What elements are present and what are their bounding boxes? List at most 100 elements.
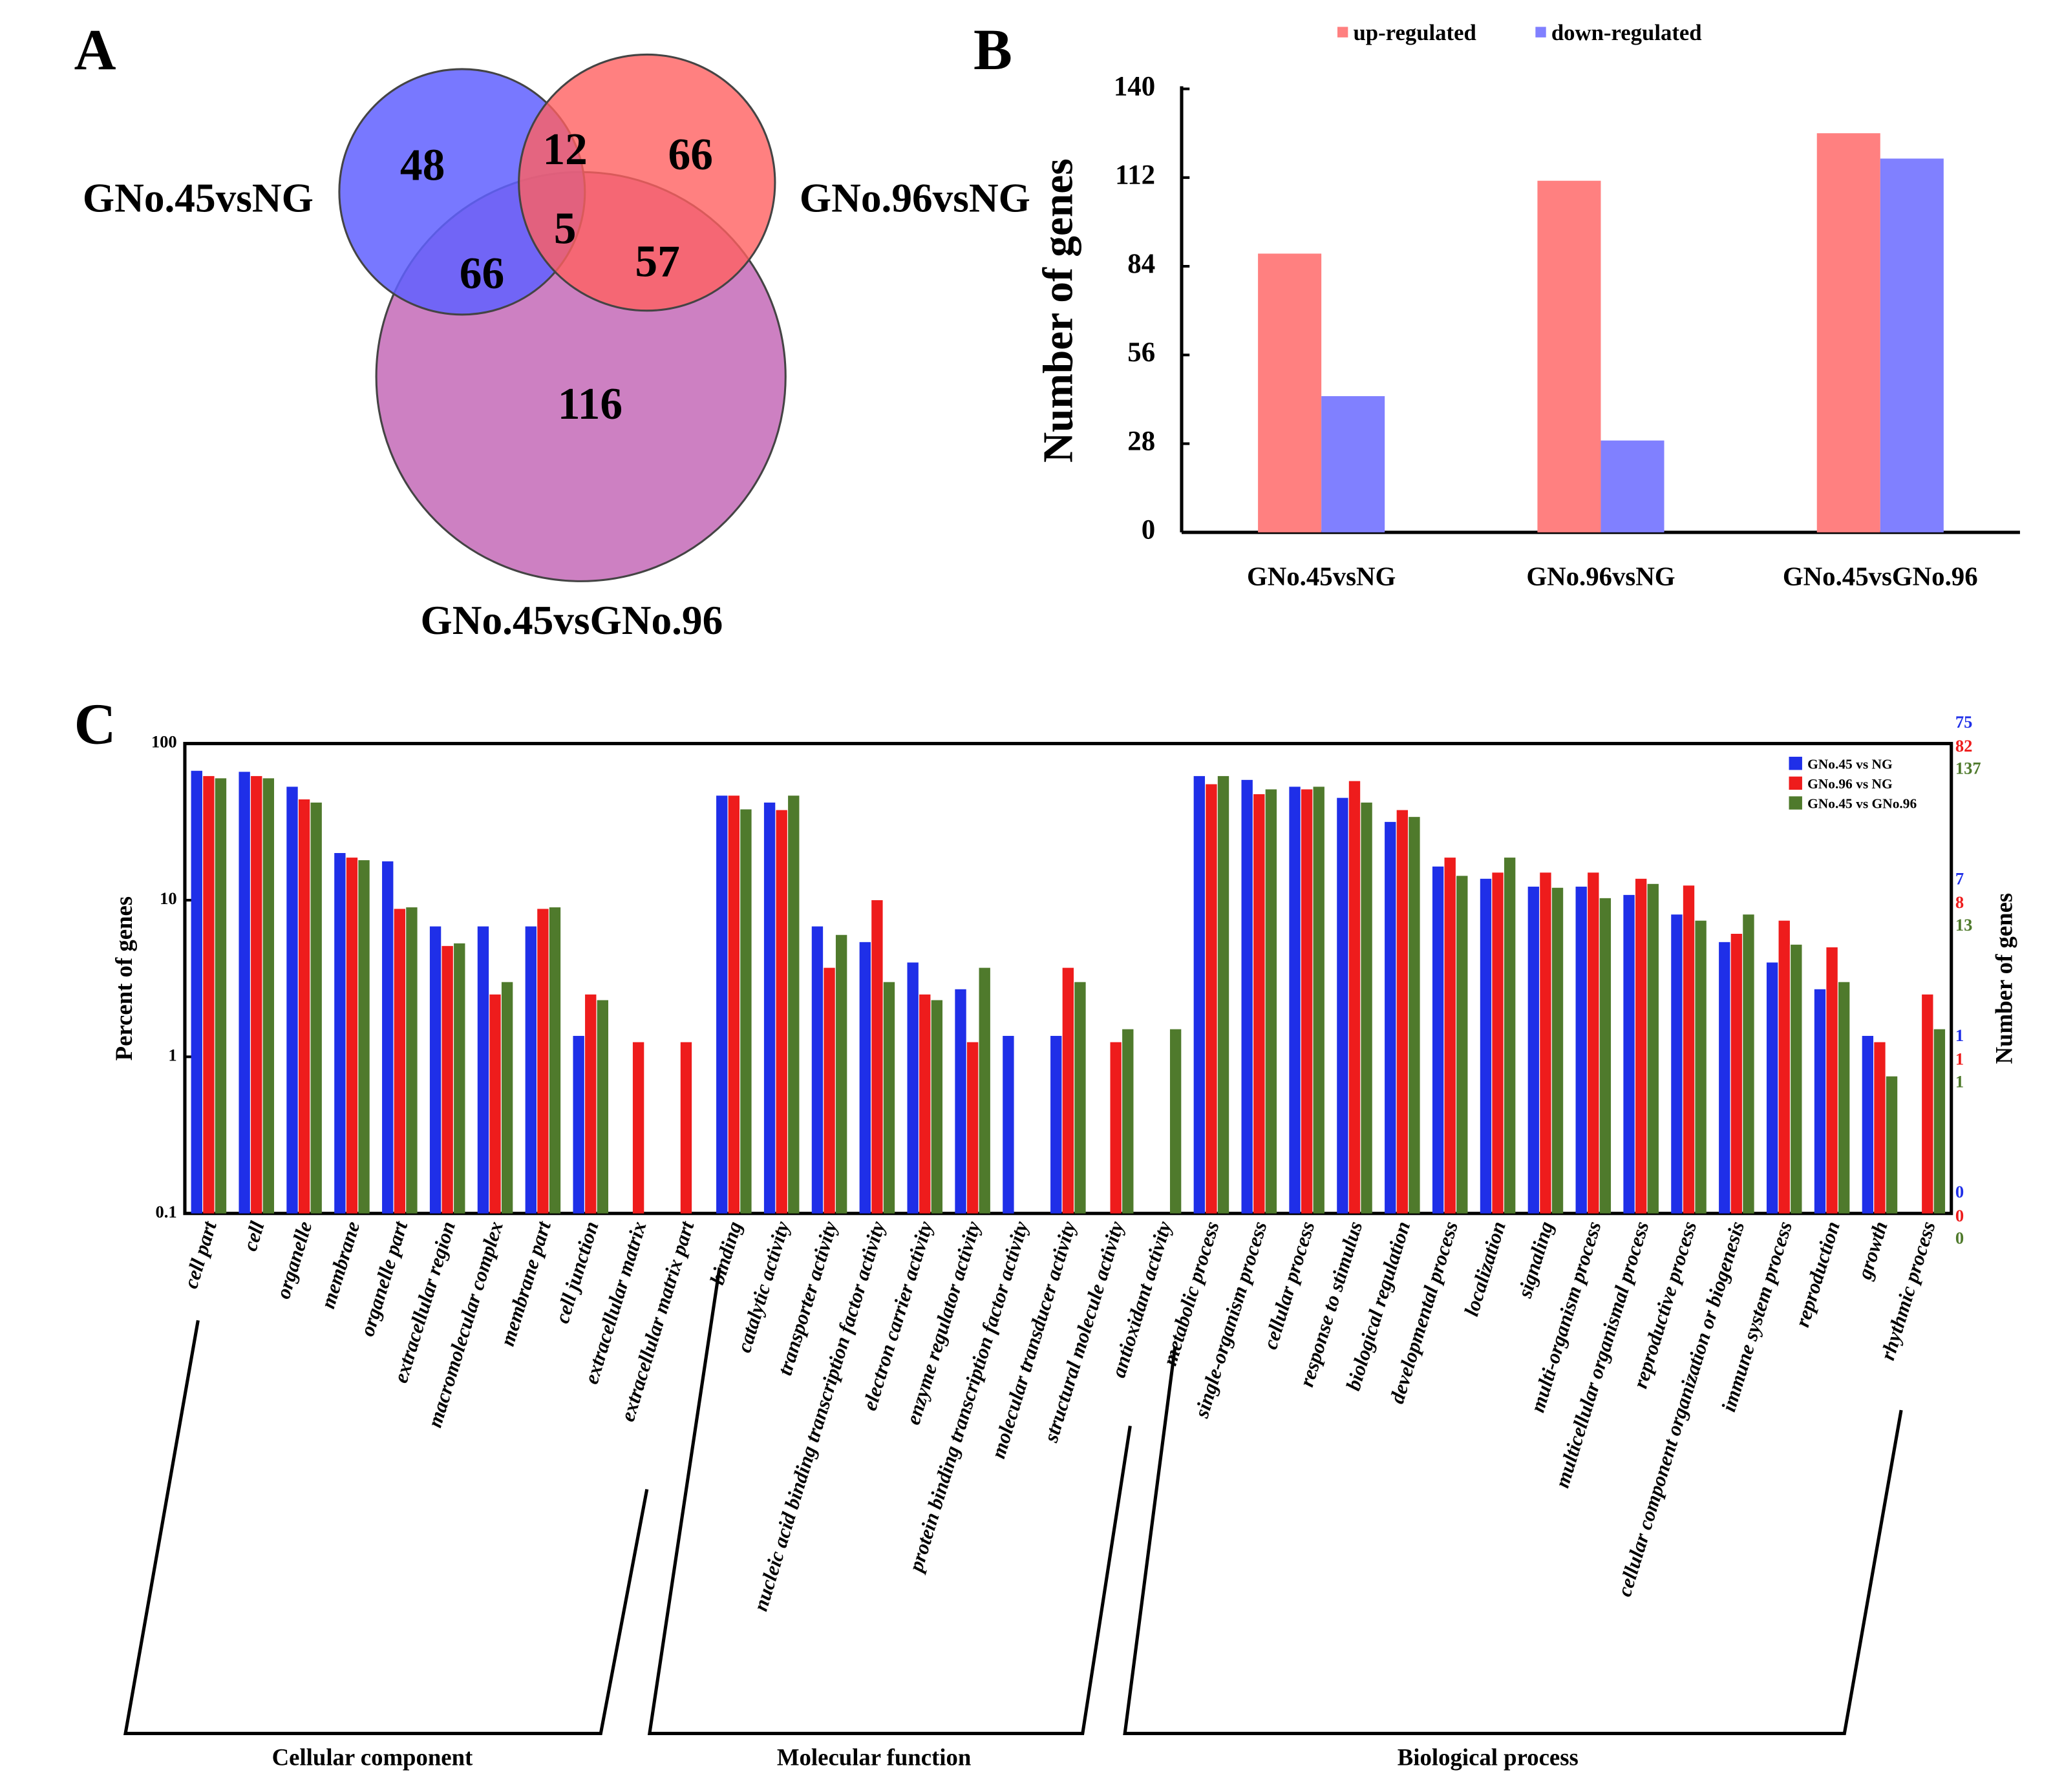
legend-label: GNo.96 vs NG — [1807, 776, 1893, 792]
bar — [573, 1035, 584, 1214]
bar — [1492, 872, 1504, 1214]
y2-tick-label: 75 — [1955, 712, 1973, 732]
bar — [1241, 779, 1253, 1214]
bar — [1588, 872, 1599, 1214]
bar — [1456, 876, 1468, 1214]
bar — [1169, 1029, 1182, 1214]
group-label: Biological process — [1398, 1744, 1579, 1770]
region-count: 48 — [400, 140, 445, 190]
bar — [1504, 858, 1516, 1214]
bar — [1826, 947, 1838, 1214]
legend-swatch — [1535, 26, 1546, 37]
bar — [191, 770, 202, 1214]
bar — [1409, 817, 1420, 1214]
bar — [1601, 440, 1665, 532]
x-tick-label: growth — [1853, 1219, 1892, 1283]
bar — [1444, 858, 1456, 1214]
bar — [1623, 894, 1635, 1214]
bar — [1432, 866, 1444, 1214]
bar — [1791, 944, 1802, 1214]
group-label: Molecular function — [777, 1744, 971, 1770]
bar — [1396, 810, 1409, 1214]
y2-tick-label: 82 — [1955, 736, 1973, 755]
bar — [1647, 883, 1659, 1214]
bar — [1886, 1076, 1898, 1214]
legend-swatch — [1337, 26, 1348, 37]
region-count: 116 — [558, 379, 622, 429]
y-axis-label: Percent of genes — [111, 896, 137, 1060]
y2-tick-label: 0 — [1955, 1228, 1964, 1248]
panel-label: B — [973, 18, 1012, 82]
bar — [1880, 158, 1944, 532]
bar — [716, 796, 728, 1214]
bar — [1321, 396, 1385, 532]
bracket — [647, 1267, 1132, 1735]
x-tick-label: binding — [705, 1219, 746, 1287]
legend-label: down-regulated — [1551, 20, 1702, 45]
bar — [728, 796, 740, 1214]
bar — [979, 967, 990, 1214]
set-label: GNo.96vsNG — [800, 175, 1030, 220]
bar — [811, 926, 824, 1214]
bar — [394, 909, 405, 1214]
y-tick-label: 100 — [151, 732, 177, 752]
bar — [1206, 784, 1217, 1214]
legend-label: up-regulated — [1354, 20, 1476, 45]
bar — [776, 810, 787, 1214]
y-tick-label: 0.1 — [155, 1202, 176, 1221]
y-tick-label: 1 — [168, 1045, 176, 1064]
bar — [1766, 962, 1778, 1214]
y2-tick-label: 0 — [1955, 1206, 1964, 1225]
y2-tick-label: 137 — [1955, 759, 1981, 778]
bar — [239, 772, 250, 1214]
bar — [525, 926, 537, 1214]
y2-tick-label: 1 — [1955, 1026, 1964, 1045]
legend-swatch — [1789, 796, 1802, 810]
bar — [489, 994, 501, 1214]
bar — [1874, 1042, 1886, 1214]
bar — [1361, 802, 1372, 1214]
bar — [919, 994, 931, 1214]
bar — [907, 962, 919, 1214]
x-tick-label: membrane — [316, 1219, 364, 1311]
bar — [1258, 253, 1322, 532]
bar — [1289, 786, 1301, 1214]
y2-tick-label: 8 — [1955, 892, 1964, 912]
bar — [1122, 1029, 1134, 1214]
bar — [1695, 920, 1707, 1214]
bar — [1599, 898, 1612, 1214]
bar — [632, 1042, 644, 1214]
bar — [1313, 786, 1324, 1214]
bar — [824, 967, 835, 1214]
bar — [501, 982, 513, 1214]
bar — [1265, 789, 1277, 1214]
x-tick-label: reproduction — [1791, 1219, 1844, 1330]
bar — [262, 778, 274, 1214]
y-tick-label: 112 — [1115, 160, 1155, 191]
y2-tick-label: 1 — [1955, 1071, 1964, 1091]
bar — [298, 799, 310, 1214]
y2-tick-label: 0 — [1955, 1182, 1964, 1201]
bar — [334, 853, 346, 1214]
bar — [597, 1000, 609, 1214]
bar — [215, 778, 227, 1214]
bar — [454, 943, 465, 1214]
legend-label: GNo.45 vs GNo.96 — [1807, 796, 1917, 812]
x-tick-label: organelle part — [356, 1218, 412, 1339]
bar — [1922, 994, 1933, 1214]
bar — [251, 775, 262, 1214]
x-tick-label: cell junction — [551, 1219, 603, 1326]
venn-circle — [518, 53, 776, 312]
region-count: 66 — [460, 249, 504, 299]
bar — [203, 775, 215, 1214]
x-tick-label: membrane part — [496, 1218, 555, 1349]
bar — [1551, 887, 1564, 1214]
y-tick-label: 28 — [1127, 426, 1155, 456]
y2-tick-label: 7 — [1955, 869, 1964, 888]
y-tick-label: 10 — [160, 889, 177, 908]
y2-axis-label: Number of genes — [1991, 893, 2017, 1064]
bar — [441, 945, 453, 1214]
bar — [1862, 1035, 1874, 1214]
